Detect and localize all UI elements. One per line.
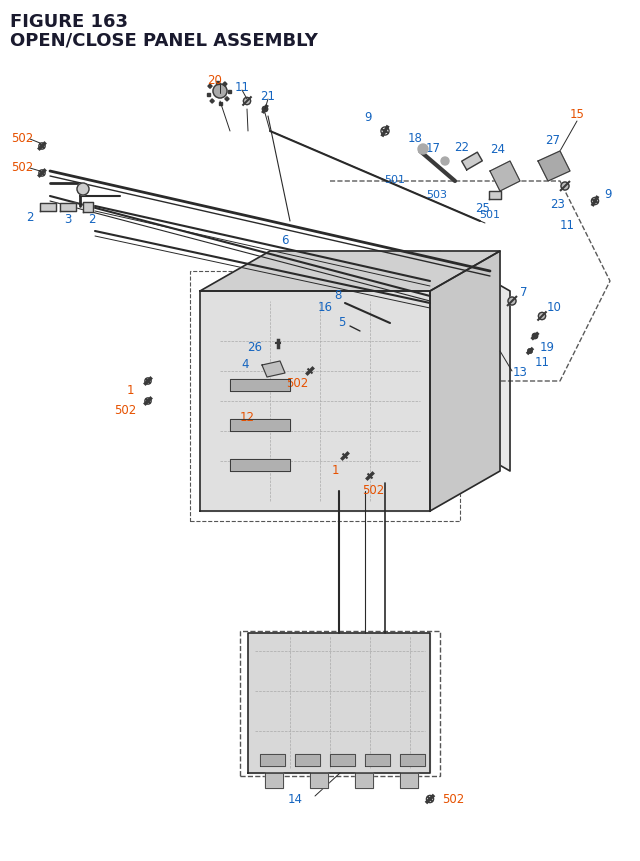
Text: 6: 6 [281,233,289,246]
Bar [260,754,285,766]
Text: 4: 4 [241,357,249,370]
Bar [230,419,290,431]
Text: 10: 10 [547,300,561,313]
Text: 502: 502 [362,483,384,496]
Polygon shape [60,204,76,212]
Text: 502: 502 [114,403,136,416]
Circle shape [538,313,545,320]
Polygon shape [210,251,510,472]
Text: 502: 502 [11,160,33,173]
Text: 1: 1 [332,463,339,476]
Polygon shape [83,202,93,213]
Polygon shape [40,204,56,212]
Text: 503: 503 [426,189,447,200]
Text: 502: 502 [442,793,464,806]
Circle shape [418,145,428,155]
Text: 23: 23 [550,197,565,210]
Polygon shape [200,292,430,511]
Bar [230,460,290,472]
Text: 7: 7 [520,285,528,298]
Circle shape [213,85,227,99]
Bar [330,754,355,766]
Text: 9: 9 [604,188,612,201]
Text: 16: 16 [317,300,333,313]
Text: 11: 11 [559,218,575,232]
Bar [227,90,230,93]
Polygon shape [489,192,501,200]
Text: 26: 26 [248,340,262,353]
Text: 3: 3 [64,213,72,226]
Circle shape [508,298,516,306]
Text: 27: 27 [545,133,561,146]
Bar [265,374,340,443]
Text: 13: 13 [513,365,527,378]
Polygon shape [538,152,570,182]
Polygon shape [248,633,430,773]
Bar [310,773,328,788]
Bar [225,97,229,102]
Text: 11: 11 [234,80,250,93]
Polygon shape [200,251,500,292]
Bar [216,82,218,84]
Bar [400,754,425,766]
Text: 21: 21 [260,90,275,102]
Bar [210,100,214,104]
Text: 2: 2 [26,210,34,223]
Text: 8: 8 [334,288,342,301]
Text: 12: 12 [239,410,255,423]
Circle shape [243,98,251,106]
Bar [215,301,425,501]
Text: 9: 9 [364,110,372,123]
Text: 11: 11 [534,355,550,368]
Bar [355,773,373,788]
Text: 15: 15 [570,108,584,121]
Bar [208,85,212,90]
Text: 14: 14 [287,793,303,806]
Text: 1: 1 [126,383,134,396]
Text: OPEN/CLOSE PANEL ASSEMBLY: OPEN/CLOSE PANEL ASSEMBLY [10,31,318,49]
Bar [230,380,290,392]
Text: 502: 502 [286,376,308,389]
Text: 502: 502 [11,132,33,145]
Text: 501: 501 [385,175,406,185]
Bar [400,773,418,788]
Circle shape [441,158,449,166]
Circle shape [77,183,89,195]
Bar [265,773,283,788]
Polygon shape [430,251,500,511]
Bar [295,754,320,766]
Text: 20: 20 [207,73,223,86]
Circle shape [561,183,569,191]
Text: 5: 5 [339,315,346,328]
Polygon shape [262,362,285,378]
Text: 17: 17 [426,141,440,154]
Text: 25: 25 [476,201,490,214]
Bar [365,754,390,766]
Bar [218,102,221,105]
Bar [240,631,440,776]
Polygon shape [461,153,483,170]
Text: 2: 2 [88,213,96,226]
Text: 501: 501 [479,210,500,220]
Bar [223,83,227,87]
Text: 19: 19 [540,340,554,353]
Bar [207,93,209,96]
Text: 18: 18 [408,132,422,145]
Polygon shape [490,162,520,192]
Text: FIGURE 163: FIGURE 163 [10,13,128,31]
Text: 24: 24 [490,142,506,155]
Bar [190,272,460,522]
Text: 22: 22 [454,140,470,153]
